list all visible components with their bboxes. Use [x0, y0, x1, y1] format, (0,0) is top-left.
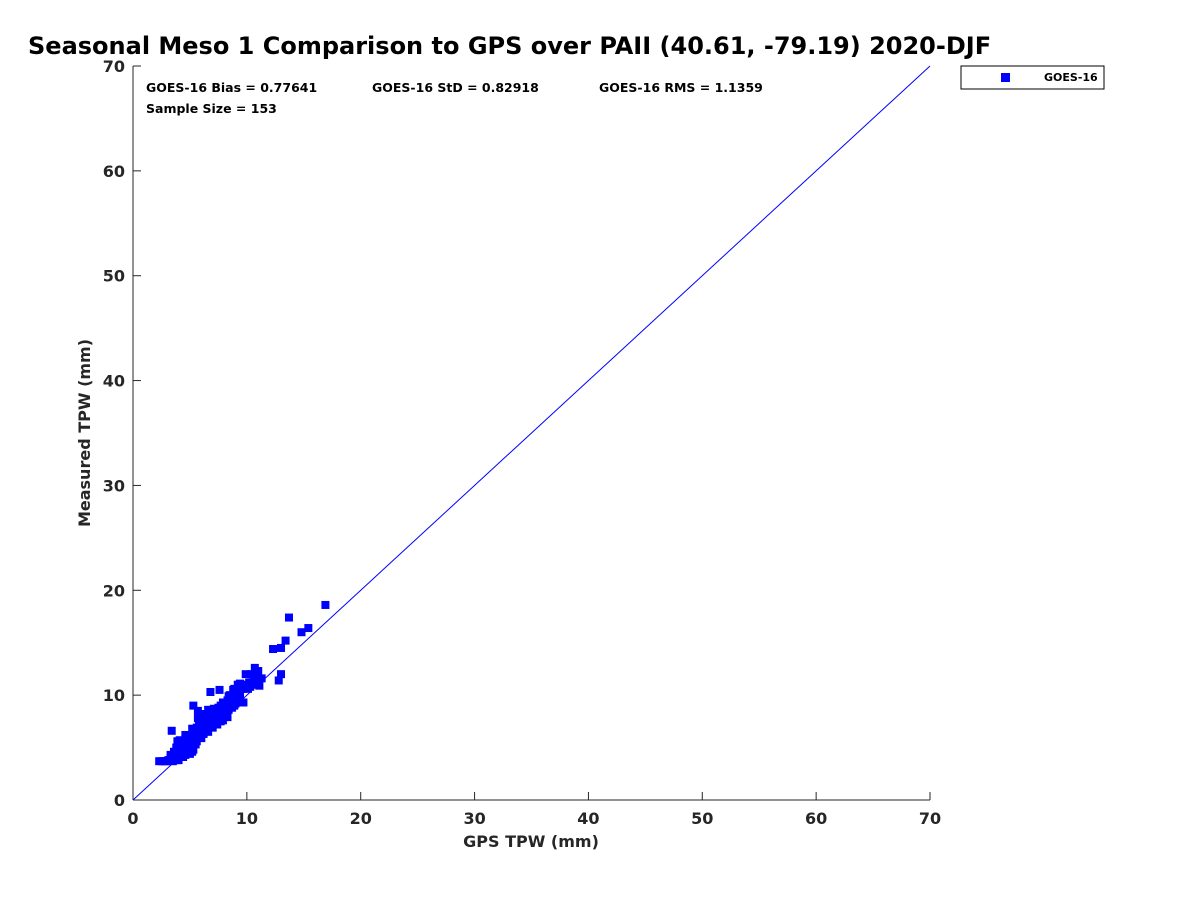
data-point	[172, 743, 181, 752]
x-tick-label: 10	[236, 809, 258, 828]
data-point	[297, 628, 306, 637]
data-point	[269, 645, 278, 654]
data-point	[171, 756, 180, 765]
data-point	[190, 729, 199, 738]
y-tick-label: 50	[103, 267, 125, 286]
data-point	[224, 692, 233, 701]
x-tick-label: 40	[577, 809, 599, 828]
data-point	[237, 698, 246, 707]
data-point	[281, 636, 290, 645]
data-point	[214, 703, 223, 712]
data-point	[206, 687, 215, 696]
data-point	[175, 736, 184, 745]
y-tick-label: 60	[103, 162, 125, 181]
data-point	[193, 706, 202, 715]
data-point	[234, 691, 243, 700]
x-tick-label: 50	[691, 809, 713, 828]
data-point	[188, 724, 197, 733]
y-tick-label: 0	[114, 791, 125, 810]
data-point	[165, 756, 174, 765]
data-point	[179, 753, 188, 762]
data-point	[215, 685, 224, 694]
data-point	[254, 667, 263, 676]
data-point	[321, 600, 330, 609]
data-point	[204, 705, 213, 714]
data-point	[204, 710, 213, 719]
legend-label: GOES-16	[1044, 71, 1098, 84]
data-point	[255, 681, 264, 690]
one-to-one-line	[132, 65, 931, 801]
data-point	[230, 684, 239, 693]
data-point	[199, 714, 208, 723]
data-point	[241, 670, 250, 679]
data-point	[193, 714, 202, 723]
data-point	[304, 624, 313, 633]
x-axis-label: GPS TPW (mm)	[463, 832, 599, 851]
data-point	[249, 676, 258, 685]
legend: GOES-16	[960, 65, 1105, 90]
stat-std: GOES-16 StD = 0.82918	[372, 80, 539, 95]
stat-rms: GOES-16 RMS = 1.1359	[599, 80, 763, 95]
data-point	[207, 718, 216, 727]
data-point	[195, 733, 204, 742]
data-point	[222, 711, 231, 720]
data-point	[238, 684, 247, 693]
data-point	[198, 728, 207, 737]
stat-sample-size: Sample Size = 153	[146, 101, 277, 116]
data-point	[228, 699, 237, 708]
data-point	[284, 613, 293, 622]
x-tick-label: 60	[805, 809, 827, 828]
data-point	[185, 735, 194, 744]
data-point	[203, 724, 212, 733]
data-point	[274, 676, 283, 685]
y-tick-label: 20	[103, 581, 125, 600]
y-tick-label: 40	[103, 372, 125, 391]
data-point	[191, 740, 200, 749]
data-point	[188, 747, 197, 756]
data-point	[160, 757, 169, 766]
legend-box	[960, 65, 1105, 90]
x-tick-label: 0	[127, 809, 138, 828]
data-point	[182, 739, 191, 748]
y-tick-label: 70	[103, 57, 125, 76]
x-tick-label: 30	[463, 809, 485, 828]
x-tick-label: 70	[919, 809, 941, 828]
data-point	[212, 715, 221, 724]
x-tick-label: 20	[350, 809, 372, 828]
stat-bias: GOES-16 Bias = 0.77641	[146, 80, 317, 95]
data-point	[277, 670, 286, 679]
data-point	[208, 723, 217, 732]
chart-title: Seasonal Meso 1 Comparison to GPS over P…	[28, 32, 991, 60]
data-point	[216, 717, 225, 726]
legend-marker	[1001, 73, 1010, 82]
data-point	[174, 749, 183, 758]
data-point	[181, 730, 190, 739]
data-point	[189, 701, 198, 710]
y-tick-label: 30	[103, 476, 125, 495]
y-tick-label: 10	[103, 686, 125, 705]
data-point	[236, 679, 245, 688]
y-axis-label: Measured TPW (mm)	[75, 339, 94, 527]
data-point	[196, 721, 205, 730]
data-point	[166, 750, 175, 759]
data-point	[218, 698, 227, 707]
scatter-points	[155, 600, 330, 766]
data-point	[247, 670, 256, 679]
data-point	[177, 744, 186, 753]
data-point	[167, 726, 176, 735]
data-point	[210, 707, 219, 716]
data-point	[277, 643, 286, 652]
tick-group: 0 10 20 30 40 50 60 70 0 10 20 30 40 50 60 70	[103, 57, 941, 828]
data-point	[246, 682, 255, 691]
data-point	[254, 675, 263, 684]
